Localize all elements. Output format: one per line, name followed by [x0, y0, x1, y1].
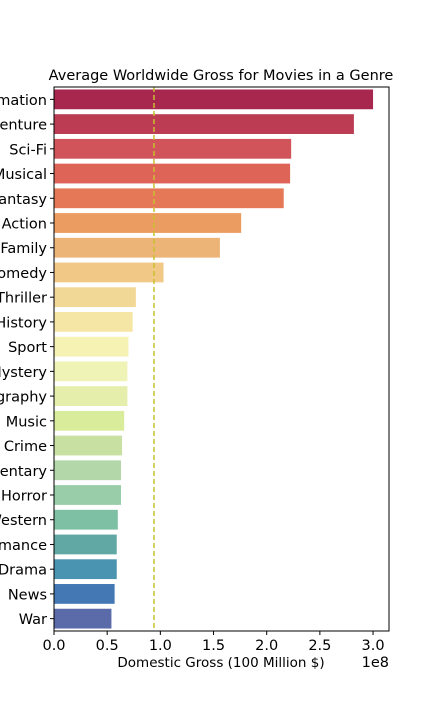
y-tick-label-family: Family	[0, 241, 47, 257]
y-tick-label-animation: Animation	[0, 93, 47, 109]
x-tick-label-2.5: 2.5	[308, 638, 331, 654]
x-tick-label-0.0: 0.0	[42, 638, 65, 654]
bar-mystery	[54, 361, 128, 382]
x-tick-label-2.0: 2.0	[255, 638, 278, 654]
x-tick-marks	[53, 631, 374, 635]
y-tick-label-comedy: Comedy	[0, 266, 47, 282]
y-tick-label-news: News	[8, 587, 47, 603]
y-tick-label-biography: Biography	[0, 390, 47, 406]
bar-sci-fi	[54, 138, 292, 159]
y-tick-label-fantasy: Fantasy	[0, 192, 47, 208]
bar-romance	[54, 534, 117, 555]
x-tick-label-3.0: 3.0	[362, 638, 385, 654]
bar-crime	[54, 435, 123, 456]
x-tick-labels: 0.0 0.5 1.0 1.5 2.0 2.5 3.0	[42, 638, 384, 654]
x-tick-label-1.5: 1.5	[202, 638, 225, 654]
bar-adventure	[54, 114, 354, 134]
y-tick-label-thriller: Thriller	[0, 291, 47, 307]
y-tick-label-sci-fi: Sci-Fi	[9, 142, 47, 158]
y-tick-label-western: Western	[0, 513, 47, 529]
y-tick-label-musical: Musical	[0, 167, 47, 183]
x-axis-label: Domestic Gross (100 Million $)	[117, 655, 324, 671]
bar-western	[54, 509, 118, 530]
bar-news	[54, 584, 115, 604]
bar-action	[54, 213, 242, 233]
y-tick-label-music: Music	[6, 414, 47, 430]
bar-drama	[54, 559, 117, 580]
plot-frame	[53, 86, 390, 632]
y-tick-label-history: History	[0, 315, 47, 331]
chart-title: Average Worldwide Gross for Movies in a …	[49, 68, 394, 84]
bar-animation	[54, 89, 374, 110]
y-tick-label-drama: Drama	[0, 563, 47, 579]
y-tick-label-action: Action	[2, 217, 47, 233]
y-tick-label-mystery: Mystery	[0, 365, 47, 381]
y-tick-label-crime: Crime	[4, 439, 47, 455]
x-tick-label-0.5: 0.5	[96, 638, 119, 654]
bar-musical	[54, 163, 291, 184]
y-tick-label-romance: Romance	[0, 538, 47, 554]
x-axis-offset-label: 1e8	[362, 655, 389, 671]
y-tick-label-adventure: Adventure	[0, 118, 47, 134]
bar-horror	[54, 485, 121, 505]
bar-biography	[54, 386, 128, 406]
bar-family	[54, 237, 220, 258]
y-tick-label-war: War	[19, 612, 47, 628]
y-tick-label-horror: Horror	[1, 489, 47, 505]
bar-music	[54, 410, 125, 431]
bar-thriller	[54, 287, 136, 308]
x-tick-label-1.0: 1.0	[149, 638, 172, 654]
bar-sport	[54, 336, 129, 357]
bar-fantasy	[54, 188, 284, 209]
bar-documentary	[54, 460, 121, 481]
bar-war	[54, 608, 112, 629]
y-tick-label-sport: Sport	[8, 340, 47, 356]
bar-comedy	[54, 262, 164, 283]
bars-layer	[54, 89, 374, 629]
y-tick-label-documentary: Documentary	[0, 464, 47, 480]
bar-history	[54, 312, 133, 332]
y-tick-labels: Animation Adventure Sci-Fi Musical Fantasy Ac…	[0, 93, 54, 628]
